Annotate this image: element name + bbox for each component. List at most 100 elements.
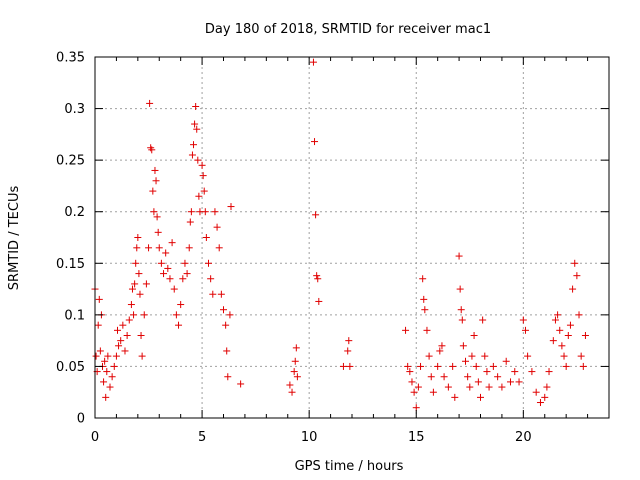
y-tick-label: 0.35 xyxy=(56,51,85,66)
data-point xyxy=(455,252,463,260)
data-point xyxy=(404,362,412,370)
data-point xyxy=(479,316,487,324)
y-axis-label: SRMTID / TECUs xyxy=(7,186,22,291)
data-point xyxy=(193,125,201,133)
data-point xyxy=(222,321,230,329)
data-point xyxy=(444,383,452,391)
data-point xyxy=(502,357,510,365)
data-point xyxy=(498,383,506,391)
data-point xyxy=(220,306,227,314)
data-point xyxy=(519,316,527,324)
y-tick-label: 0.1 xyxy=(64,308,85,323)
data-point xyxy=(423,326,431,334)
data-point xyxy=(457,306,465,314)
data-point xyxy=(155,244,163,252)
x-axis-label: GPS time / hours xyxy=(295,459,404,474)
data-point xyxy=(108,373,116,381)
data-point xyxy=(560,352,568,360)
data-point xyxy=(115,342,123,350)
data-point xyxy=(313,272,321,280)
data-point xyxy=(96,347,104,355)
data-point xyxy=(110,362,118,370)
data-point xyxy=(140,311,148,319)
y-tick-label: 0.15 xyxy=(56,257,85,272)
x-tick-label: 10 xyxy=(301,430,318,445)
data-point xyxy=(146,99,154,107)
data-point xyxy=(137,331,145,339)
data-point xyxy=(314,275,322,283)
data-point xyxy=(100,378,108,386)
data-point xyxy=(135,270,143,278)
data-point xyxy=(127,301,135,309)
data-point xyxy=(543,383,551,391)
data-point xyxy=(125,316,133,324)
data-point xyxy=(112,352,120,360)
x-tick-label: 0 xyxy=(91,430,99,445)
data-point xyxy=(521,326,529,334)
data-point xyxy=(556,326,564,334)
data-point xyxy=(151,166,159,174)
data-point xyxy=(410,388,418,396)
data-point xyxy=(421,306,429,314)
data-point xyxy=(579,362,587,370)
data-point xyxy=(103,368,111,376)
data-point xyxy=(194,156,202,164)
data-point xyxy=(138,352,146,360)
x-tick-label: 20 xyxy=(515,430,532,445)
data-point xyxy=(470,331,478,339)
data-point xyxy=(101,357,109,365)
data-point xyxy=(132,259,140,267)
chart-title: Day 180 of 2018, SRMTID for receiver mac… xyxy=(205,22,491,37)
data-point xyxy=(545,368,553,376)
data-point xyxy=(187,208,195,216)
data-point xyxy=(227,203,235,211)
data-point xyxy=(541,393,549,401)
data-point xyxy=(106,383,114,391)
data-point xyxy=(462,357,470,365)
data-point xyxy=(92,352,100,360)
data-point xyxy=(406,368,414,376)
data-point xyxy=(440,373,448,381)
y-tick-label: 0.05 xyxy=(56,360,85,375)
data-point xyxy=(209,290,217,298)
data-point xyxy=(554,311,562,319)
data-point xyxy=(199,172,207,180)
data-point xyxy=(474,378,482,386)
data-point xyxy=(190,141,198,149)
data-point xyxy=(142,280,150,288)
data-point xyxy=(315,297,323,305)
data-point xyxy=(102,393,110,401)
data-point xyxy=(339,362,347,370)
data-point xyxy=(134,234,142,241)
data-point xyxy=(213,223,221,231)
x-tick-label: 5 xyxy=(198,430,206,445)
data-point xyxy=(123,331,131,339)
y-tick-label: 0.2 xyxy=(64,205,85,220)
data-point xyxy=(188,151,196,159)
data-point xyxy=(192,103,200,111)
data-point xyxy=(346,362,354,370)
data-point xyxy=(573,272,581,280)
data-point xyxy=(177,301,185,309)
data-point xyxy=(524,352,532,360)
y-tick-label: 0 xyxy=(77,412,85,427)
data-point xyxy=(183,270,191,278)
data-point xyxy=(575,311,583,319)
data-point xyxy=(170,285,178,293)
data-point xyxy=(566,321,574,329)
data-point xyxy=(166,275,174,283)
plot-border xyxy=(94,56,610,419)
data-point xyxy=(223,347,231,355)
data-point xyxy=(181,259,189,267)
axes: 0 0.05 0.1 0.15 0.2 0.25 0.3 0.35 0 5 10 15 20 xyxy=(56,51,610,445)
data-point xyxy=(291,357,299,365)
data-point xyxy=(160,270,168,278)
data-point xyxy=(157,259,165,267)
data-point xyxy=(136,290,144,298)
data-point xyxy=(468,352,476,360)
data-point xyxy=(198,161,206,169)
data-point xyxy=(477,393,484,401)
data-point xyxy=(95,295,103,303)
data-point xyxy=(420,295,428,303)
